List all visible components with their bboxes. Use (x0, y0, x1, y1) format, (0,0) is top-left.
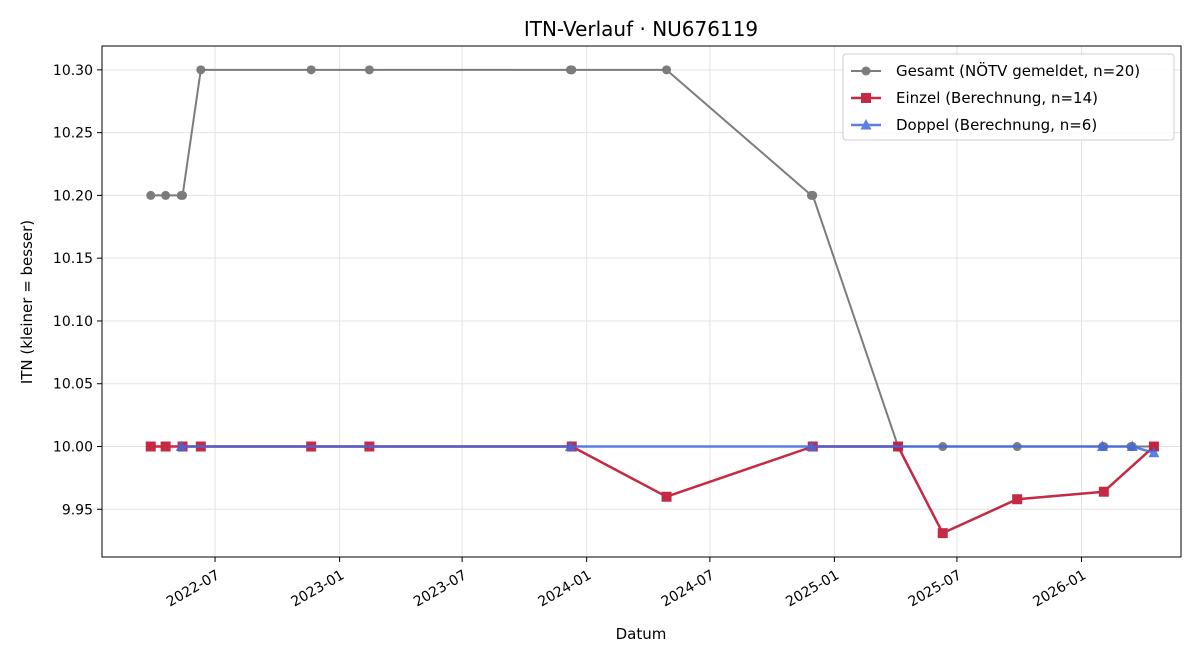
data-point (146, 190, 156, 200)
data-point (937, 528, 948, 539)
y-tick-label: 10.20 (53, 188, 93, 204)
data-point (661, 491, 672, 502)
legend-marker (861, 66, 871, 76)
data-point (808, 190, 818, 200)
legend-entry (851, 93, 881, 103)
plot-frame (101, 45, 1182, 558)
series-square (145, 441, 1159, 539)
y-tick-label: 10.10 (53, 314, 93, 330)
legend-label: Gesamt (NÖTV gemeldet, n=20) (896, 61, 1140, 80)
y-tick-label: 10.05 (53, 377, 93, 393)
data-point (178, 190, 188, 200)
data-point (1098, 486, 1109, 497)
legend-label: Einzel (Berechnung, n=14) (896, 89, 1098, 107)
data-point (196, 65, 206, 75)
x-tick-label: 2023-01 (288, 567, 347, 610)
legend-marker (861, 93, 871, 103)
data-point (175, 440, 187, 452)
y-tick-label: 10.25 (53, 126, 93, 142)
data-point (161, 190, 171, 200)
x-tick-label: 2024-01 (536, 567, 595, 610)
series-line (181, 445, 1155, 454)
x-tick-label: 2023-07 (411, 567, 470, 610)
data-point (145, 441, 156, 452)
legend: Gesamt (NÖTV gemeldet, n=20) Einzel (Bere… (842, 53, 1175, 141)
x-axis: 2022-07 2023-01 2023-07 2024-01 2024-07 2025-… (164, 557, 1089, 610)
y-tick-label: 10.15 (53, 251, 93, 267)
y-axis: 9.95 10.00 10.05 10.10 10.15 10.20 10.25 10.30 (53, 63, 102, 518)
series-triangle (175, 440, 1160, 458)
x-axis-label: Datum (616, 625, 667, 643)
data-point (564, 440, 576, 452)
y-tick-label: 9.95 (62, 502, 93, 518)
data-point (805, 440, 817, 452)
legend-entry (851, 66, 881, 76)
x-tick-label: 2024-07 (659, 567, 718, 610)
data-point (1096, 440, 1108, 452)
x-tick-label: 2025-01 (783, 567, 842, 610)
legend-box (842, 53, 1175, 141)
data-point (160, 441, 171, 452)
legend-entry (851, 119, 881, 130)
legend-marker (860, 119, 872, 130)
data-point (1012, 494, 1023, 505)
y-axis-label: ITN (kleiner = besser) (18, 220, 36, 384)
data-point (306, 65, 316, 75)
data-point (567, 65, 577, 75)
series-layer (145, 65, 1160, 539)
data-point (1148, 446, 1160, 458)
y-tick-label: 10.30 (53, 63, 93, 79)
legend-label: Doppel (Berechnung, n=6) (896, 116, 1097, 134)
data-point (364, 65, 374, 75)
x-tick-label: 2026-01 (1030, 567, 1089, 610)
x-tick-label: 2025-07 (906, 567, 965, 610)
x-tick-label: 2022-07 (164, 567, 223, 610)
data-point (1148, 441, 1159, 452)
data-point (1126, 440, 1138, 452)
y-tick-label: 10.00 (53, 440, 93, 456)
series-line (150, 445, 1155, 535)
chart-title: ITN-Verlauf · NU676119 (524, 17, 758, 41)
data-point (662, 65, 672, 75)
